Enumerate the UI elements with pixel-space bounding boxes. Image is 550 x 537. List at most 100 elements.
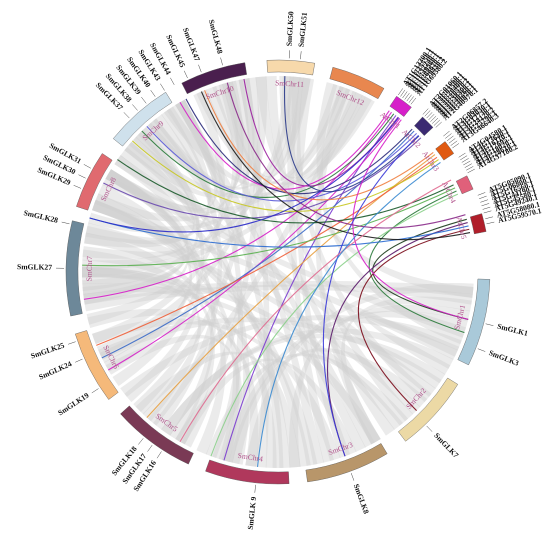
gene-tick-60 <box>482 206 491 210</box>
gene-label-26: SmGLK50 <box>285 11 296 47</box>
gene-tick-62 <box>485 216 494 220</box>
gene-tick-31 <box>404 92 410 100</box>
color-link-28 <box>256 161 441 467</box>
gene-tick-32 <box>406 94 412 102</box>
gray-link-36 <box>133 79 250 413</box>
chromosome-atchr1 <box>389 95 412 117</box>
gene-tick-1 <box>485 323 494 326</box>
gene-tick-40 <box>432 117 439 124</box>
chromosome-smchr4 <box>205 459 290 485</box>
gene-tick-52 <box>463 160 471 166</box>
gray-link-17 <box>147 118 366 452</box>
gray-link-54 <box>212 77 311 178</box>
gene-label-13: SmGLK28 <box>23 208 59 225</box>
gene-tick-8 <box>138 438 144 445</box>
gray-link-7 <box>364 315 460 375</box>
gene-tick-41 <box>433 119 441 126</box>
chromosome-smchr6 <box>75 330 119 400</box>
gene-tick-9 <box>91 388 99 394</box>
gene-tick-36 <box>424 110 431 117</box>
gene-tick-30 <box>402 91 408 99</box>
chromosome-atchr5 <box>470 213 487 235</box>
gray-link-29 <box>105 334 243 463</box>
gene-tick-63 <box>486 221 495 225</box>
gene-tick-44 <box>445 133 452 139</box>
gray-link-80 <box>147 78 255 189</box>
gray-link-76 <box>82 199 184 298</box>
gene-tick-39 <box>430 115 437 122</box>
gene-label-11: SmGLK25 <box>29 341 65 361</box>
chromosome-label-smchr7: SmChr7 <box>85 256 94 282</box>
color-link-19 <box>210 193 459 457</box>
gene-tick-16 <box>83 164 91 169</box>
gray-link-14 <box>205 353 409 458</box>
gene-tick-49 <box>458 152 466 158</box>
gray-link-73 <box>105 169 200 403</box>
gene-tick-7 <box>147 444 153 452</box>
gene-tick-48 <box>452 143 460 149</box>
gray-link-28 <box>135 129 250 465</box>
chromosome-smchr5 <box>120 405 194 465</box>
gene-tick-57 <box>479 195 487 200</box>
gene-tick-34 <box>410 97 417 105</box>
color-link-3 <box>141 113 395 199</box>
color-link-25 <box>352 119 469 320</box>
gene-tick-18 <box>132 104 138 111</box>
chromosome-smchr8 <box>76 153 113 211</box>
gene-tick-33 <box>408 96 414 103</box>
gray-link-40 <box>92 90 226 345</box>
color-link-17 <box>82 187 456 267</box>
chromosome-label-smchr11: SmChr11 <box>275 78 305 89</box>
chromosome-smchr11 <box>266 59 316 76</box>
gene-label-12: SmGLK27 <box>17 262 52 272</box>
gray-link-68 <box>175 99 375 448</box>
gray-link-48 <box>102 86 351 214</box>
gene-tick-3 <box>426 425 433 432</box>
gray-link-20 <box>287 76 334 463</box>
color-link-14 <box>96 156 438 346</box>
gray-link-3 <box>84 284 473 312</box>
gene-tick-43 <box>443 130 450 137</box>
gray-link-44 <box>82 169 188 259</box>
color-link-10 <box>283 76 420 193</box>
color-link-1 <box>179 101 390 190</box>
gray-link-51 <box>142 76 294 190</box>
color-link-15 <box>131 140 439 212</box>
gene-label-1: SmGLK1 <box>496 322 529 338</box>
chromosome-smchr12 <box>329 66 385 100</box>
gene-tick-46 <box>448 138 456 144</box>
chromosome-smchr2 <box>398 377 459 442</box>
gene-tick-15 <box>78 174 86 179</box>
gene-tick-45 <box>446 135 454 142</box>
color-link-23 <box>357 228 470 411</box>
gene-tick-17 <box>123 112 130 119</box>
gene-label-27: SmGLK51 <box>296 12 309 48</box>
gray-link-31 <box>84 232 226 455</box>
gene-label-3: SmGLK7 <box>432 431 460 460</box>
gene-tick-22 <box>170 77 175 85</box>
gray-link-62 <box>81 94 372 278</box>
color-link-2 <box>83 111 392 300</box>
color-link-4 <box>223 115 397 461</box>
gray-link-32 <box>181 77 261 448</box>
chromosome-atchr4 <box>455 175 474 195</box>
gene-tick-61 <box>483 210 492 214</box>
color-link-16 <box>117 159 454 224</box>
chromosome-label-smchr4: SmChr4 <box>237 451 264 464</box>
gene-label-5: SmGLK 9 <box>246 496 258 530</box>
chromosome-smchr7 <box>65 220 85 317</box>
chromosome-smchr3 <box>305 443 388 483</box>
gene-tick-29 <box>400 89 406 97</box>
color-link-22 <box>89 217 469 248</box>
gene-tick-35 <box>422 108 429 115</box>
gray-link-77 <box>85 141 195 245</box>
gene-label-9: SmGLK19 <box>56 391 90 418</box>
gene-tick-6 <box>156 451 162 459</box>
gray-link-49 <box>114 114 211 208</box>
gene-tick-59 <box>481 203 490 207</box>
gray-link-5 <box>105 169 467 338</box>
color-link-6 <box>107 118 401 371</box>
